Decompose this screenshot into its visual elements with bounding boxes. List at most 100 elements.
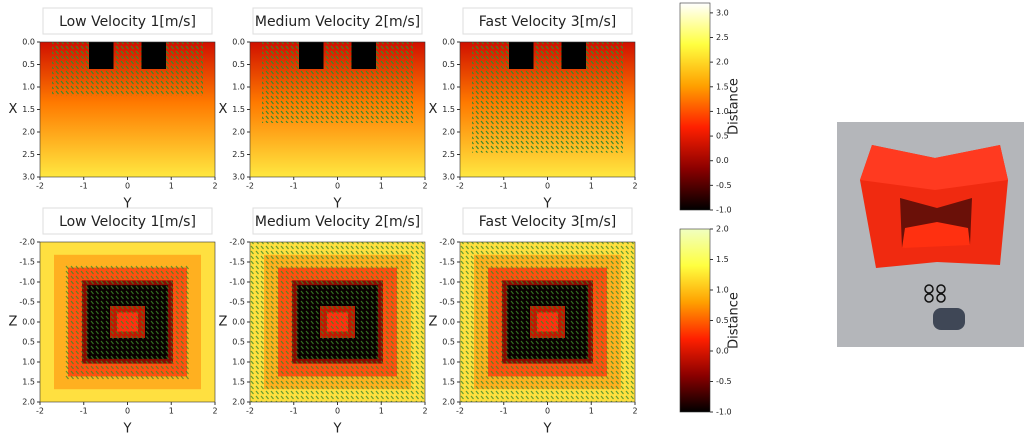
- y-tick-label: 0.5: [232, 338, 245, 347]
- x-tick-label: 1: [379, 407, 384, 416]
- y-tick-label: 3.0: [22, 173, 35, 182]
- colorbar-tick-label: 0.5: [716, 132, 729, 141]
- colorbar-tick-label: -0.5: [716, 181, 732, 190]
- x-tick-label: -2: [246, 407, 254, 416]
- title-box: [252, 7, 423, 35]
- y-tick-label: 2.0: [232, 398, 245, 407]
- y-tick-label: 0.0: [22, 38, 35, 47]
- y-tick-label: 2.0: [442, 128, 455, 137]
- y-tick-label: 3.0: [232, 173, 245, 182]
- x-tick-label: 2: [212, 182, 217, 191]
- x-tick-label: -2: [456, 407, 464, 416]
- y-tick-label: -0.5: [229, 298, 245, 307]
- x-tick-label: 0: [335, 407, 340, 416]
- y-tick-label: -0.5: [439, 298, 455, 307]
- x-tick-label: -2: [36, 182, 44, 191]
- y-tick-label: 1.0: [22, 83, 35, 92]
- y-tick-label: 0.0: [232, 318, 245, 327]
- x-tick-label: 2: [422, 407, 427, 416]
- y-tick-label: 1.5: [22, 105, 35, 114]
- colorbar: [679, 228, 711, 413]
- vector-field: [460, 242, 635, 402]
- x-tick-label: -1: [80, 182, 88, 191]
- y-tick-label: 1.5: [442, 378, 455, 387]
- x-axis-label: Y: [543, 422, 552, 437]
- y-tick-label: 1.5: [232, 378, 245, 387]
- obstacle: [141, 42, 166, 69]
- x-tick-label: 0: [125, 407, 130, 416]
- y-tick-label: -1.0: [229, 278, 245, 287]
- heatmap-image: [250, 242, 425, 402]
- x-tick-label: -1: [500, 407, 508, 416]
- y-tick-label: 3.0: [442, 173, 455, 182]
- x-tick-label: -2: [36, 407, 44, 416]
- chart-title: Medium Velocity 2[m/s]: [255, 214, 420, 230]
- y-tick-label: -1.5: [439, 258, 455, 267]
- y-axis-label: Z: [219, 315, 228, 330]
- heatmap-image: [40, 242, 215, 402]
- drone-render: [837, 122, 1024, 347]
- y-tick-label: 1.5: [232, 105, 245, 114]
- colorbar-tick-label: -0.5: [716, 377, 732, 386]
- y-tick-label: 0.0: [232, 38, 245, 47]
- y-tick-label: -2.0: [229, 238, 245, 247]
- y-tick-label: -1.0: [439, 278, 455, 287]
- obstacle: [299, 42, 324, 69]
- colorbar-tick-label: 1.5: [716, 255, 729, 264]
- x-axis-label: Y: [123, 422, 132, 437]
- x-tick-label: 0: [545, 407, 550, 416]
- y-tick-label: 2.5: [442, 150, 455, 159]
- title-box: [42, 7, 213, 35]
- y-tick-label: 2.5: [22, 150, 35, 159]
- y-tick-label: 0.5: [22, 338, 35, 347]
- obstacle: [89, 42, 114, 69]
- x-tick-label: 1: [589, 407, 594, 416]
- colorbar-tick-label: 3.0: [716, 8, 729, 17]
- colorbar-tick-label: 1.0: [716, 286, 729, 295]
- x-tick-label: 1: [379, 182, 384, 191]
- x-tick-label: 1: [169, 407, 174, 416]
- colorbar-tick-label: 2.5: [716, 33, 729, 42]
- y-tick-label: -1.5: [229, 258, 245, 267]
- x-tick-label: 1: [589, 182, 594, 191]
- x-tick-label: 0: [335, 182, 340, 191]
- vector-field: [250, 242, 425, 402]
- x-tick-label: -1: [80, 407, 88, 416]
- y-tick-label: 2.0: [22, 398, 35, 407]
- heatmap-image: [40, 42, 215, 177]
- colorbar-tick-label: -1.0: [716, 206, 732, 215]
- x-tick-label: 0: [545, 182, 550, 191]
- chart-title: Low Velocity 1[m/s]: [59, 14, 196, 30]
- y-tick-label: 0.0: [442, 38, 455, 47]
- y-tick-label: 0.5: [442, 60, 455, 69]
- vector-field: [262, 42, 413, 123]
- vector-field: [52, 42, 203, 96]
- colorbar-tick-label: 1.5: [716, 82, 729, 91]
- obstacle: [351, 42, 376, 69]
- chart-title: Medium Velocity 2[m/s]: [255, 14, 420, 30]
- colorbar-label: Distance: [727, 78, 742, 135]
- heatmap-image: [460, 42, 635, 177]
- x-tick-label: 2: [632, 407, 637, 416]
- y-tick-label: 0.0: [442, 318, 455, 327]
- y-axis-label: Z: [9, 315, 18, 330]
- y-tick-label: -1.0: [19, 278, 35, 287]
- y-tick-label: 0.5: [232, 60, 245, 69]
- y-tick-label: 1.5: [442, 105, 455, 114]
- x-tick-label: -2: [246, 182, 254, 191]
- x-tick-label: 1: [169, 182, 174, 191]
- colorbar-tick-label: -1.0: [716, 408, 732, 417]
- title-box: [42, 207, 213, 235]
- y-tick-label: -1.5: [19, 258, 35, 267]
- y-axis-label: X: [429, 102, 438, 117]
- y-tick-label: 1.5: [22, 378, 35, 387]
- y-tick-label: 1.0: [22, 358, 35, 367]
- colorbar-tick-label: 2.0: [716, 225, 729, 234]
- y-tick-label: -2.0: [19, 238, 35, 247]
- y-tick-label: 1.0: [232, 83, 245, 92]
- colorbar-label: Distance: [727, 292, 742, 349]
- y-tick-label: 0.0: [22, 318, 35, 327]
- y-axis-label: X: [9, 102, 18, 117]
- y-tick-label: -0.5: [19, 298, 35, 307]
